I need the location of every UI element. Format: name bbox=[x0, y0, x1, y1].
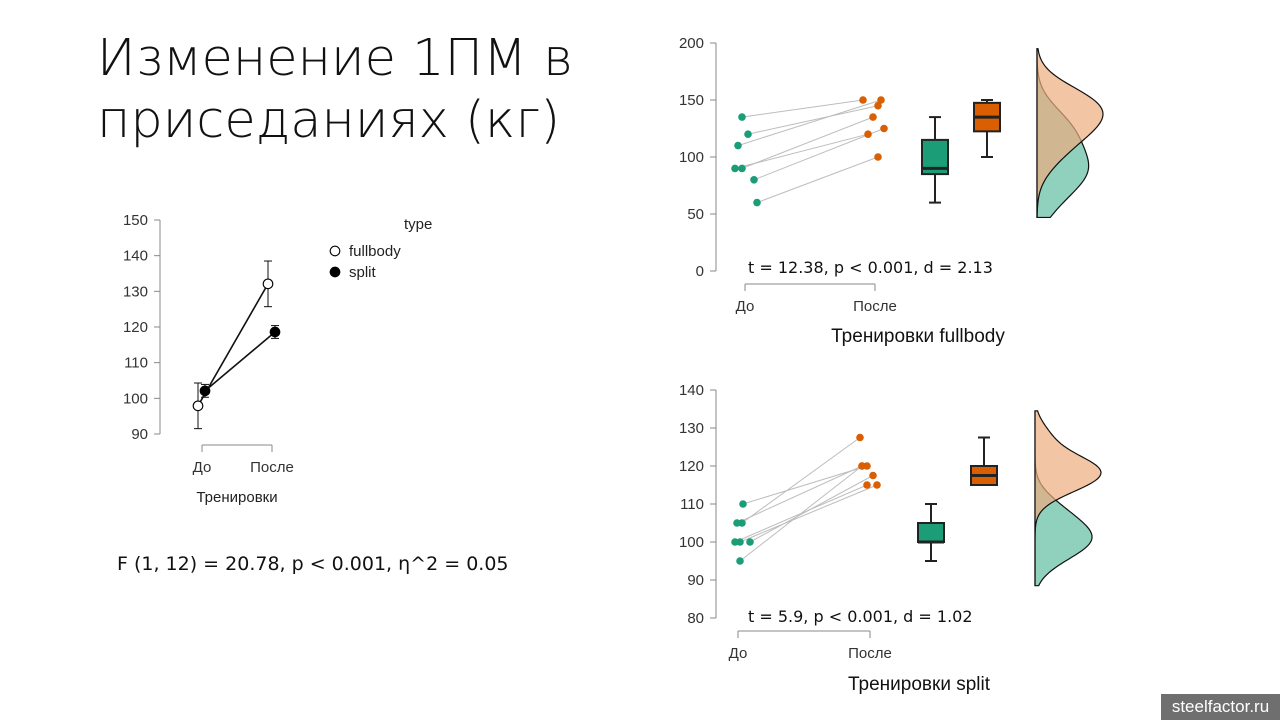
fullbody-point-before bbox=[738, 113, 746, 121]
fullbody-pair-line bbox=[734, 133, 869, 169]
fullbody-x-axis-tick-label: До bbox=[736, 298, 755, 315]
legend-marker-fullbody bbox=[329, 245, 341, 257]
split-title: Тренировки split bbox=[848, 674, 991, 695]
split-x-axis-tick-label: После bbox=[848, 645, 892, 662]
fullbody-point-after bbox=[869, 113, 877, 121]
split-point-after bbox=[869, 471, 877, 480]
split-point-after bbox=[858, 462, 866, 470]
series-fullbody-point bbox=[192, 400, 204, 412]
legend-marker-split bbox=[329, 266, 341, 278]
fullbody-pair-line bbox=[741, 99, 864, 118]
fullbody-title: Тренировки fullbody bbox=[831, 326, 1005, 347]
fullbody-point-before bbox=[744, 130, 752, 138]
split-point-after bbox=[873, 481, 881, 489]
split-y-axis-tick-label: 130 bbox=[679, 420, 704, 437]
fullbody-cloud-after bbox=[1036, 48, 1104, 219]
fullbody-pair-line bbox=[753, 128, 885, 181]
split-point-before bbox=[736, 538, 744, 546]
fullbody-y-axis-tick-label: 150 bbox=[679, 92, 704, 109]
fullbody-point-after bbox=[864, 130, 872, 138]
fullbody-y-axis-tick-label: 50 bbox=[687, 206, 704, 223]
split-pair-line bbox=[736, 465, 863, 524]
legend-title: type bbox=[404, 216, 432, 233]
series-split-line bbox=[204, 331, 276, 392]
interaction-x-axis-title: Тренировки bbox=[196, 489, 277, 506]
split-point-before bbox=[733, 519, 741, 527]
fullbody-point-before bbox=[738, 164, 746, 173]
fullbody-pair-line bbox=[741, 116, 874, 169]
interaction-y-axis-tick-label: 110 bbox=[124, 355, 148, 372]
split-point-before bbox=[739, 500, 747, 508]
split-y-axis-tick-label: 120 bbox=[679, 458, 704, 475]
split-stat-label: t = 5.9, p < 0.001, d = 1.02 bbox=[748, 607, 973, 626]
split-pair-line bbox=[739, 465, 863, 562]
fullbody-point-after bbox=[877, 96, 885, 104]
anova-result: F (1, 12) = 20.78, p < 0.001, η^2 = 0.05 bbox=[117, 553, 509, 575]
fullbody-y-axis-tick-label: 100 bbox=[679, 149, 704, 166]
split-y-axis-tick-label: 80 bbox=[687, 610, 704, 627]
split-point-after bbox=[863, 481, 871, 489]
series-split-point bbox=[269, 326, 281, 338]
fullbody-point-after bbox=[874, 153, 882, 161]
split-cloud-after bbox=[1034, 410, 1102, 586]
interaction-y-axis-tick-label: 100 bbox=[123, 390, 148, 407]
fullbody-pair-line bbox=[747, 105, 879, 135]
legend-label-fullbody: fullbody bbox=[349, 243, 401, 260]
fullbody-pair-line bbox=[737, 99, 882, 147]
series-fullbody-point bbox=[262, 278, 274, 290]
split-pair-line bbox=[741, 437, 861, 524]
fullbody-x-axis-tick-label: После bbox=[853, 298, 897, 315]
fullbody-point-before bbox=[750, 176, 758, 184]
split-boxplot-before-box bbox=[917, 522, 945, 543]
fullbody-point-before bbox=[734, 141, 742, 150]
interaction-y-axis-tick-label: 130 bbox=[123, 283, 148, 300]
slide-title: Изменение 1ПМ в приседаниях (кг) bbox=[97, 29, 574, 150]
interaction-y-axis-tick-label: 150 bbox=[123, 212, 148, 229]
fullbody-stat-label: t = 12.38, p < 0.001, d = 2.13 bbox=[748, 258, 993, 277]
fullbody-point-after bbox=[874, 101, 882, 110]
watermark: steelfactor.ru bbox=[1161, 694, 1280, 720]
fullbody-point-before bbox=[753, 198, 761, 207]
split-y-axis-tick-label: 90 bbox=[687, 572, 704, 589]
fullbody-y-axis-tick-label: 0 bbox=[696, 263, 704, 280]
interaction-y-axis-tick-label: 120 bbox=[123, 319, 148, 336]
split-pair-line bbox=[742, 465, 868, 505]
series-fullbody-line bbox=[197, 283, 269, 407]
split-y-axis-tick-label: 110 bbox=[680, 496, 704, 513]
split-x-axis-tick-label: До bbox=[729, 645, 748, 662]
legend-label-split: split bbox=[349, 264, 377, 281]
split-point-before bbox=[736, 557, 744, 565]
interaction-y-axis-tick-label: 140 bbox=[123, 248, 148, 265]
series-split-point bbox=[199, 385, 211, 397]
fullbody-y-axis-tick-label: 200 bbox=[679, 35, 704, 52]
fullbody-point-before bbox=[731, 164, 739, 173]
fullbody-pair-line bbox=[756, 156, 879, 204]
interaction-x-axis-tick-label: До bbox=[193, 459, 212, 476]
interaction-x-axis-tick-label: После bbox=[250, 459, 294, 476]
split-y-axis-tick-label: 140 bbox=[679, 382, 704, 399]
split-pair-line bbox=[739, 484, 878, 543]
split-point-before bbox=[746, 538, 754, 546]
split-y-axis-tick-label: 100 bbox=[679, 534, 704, 551]
fullbody-point-after bbox=[880, 124, 888, 133]
split-point-after bbox=[856, 433, 864, 442]
interaction-y-axis-tick-label: 90 bbox=[131, 426, 148, 443]
fullbody-point-after bbox=[859, 96, 867, 104]
